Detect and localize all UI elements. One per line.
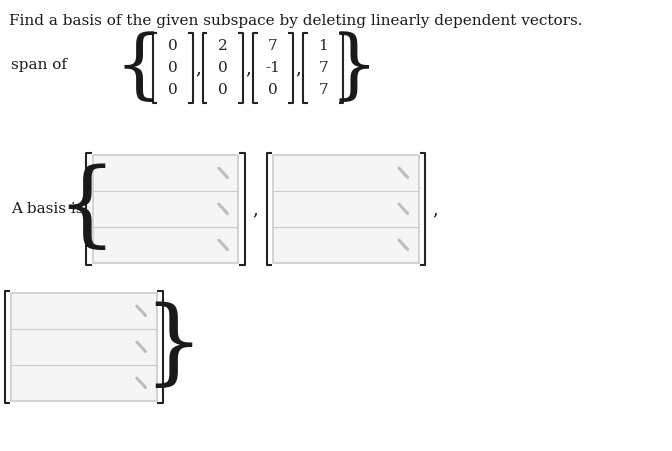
Text: }: }: [330, 31, 378, 105]
Text: span of: span of: [11, 58, 67, 72]
Bar: [11, 293, 157, 401]
Text: 0: 0: [168, 83, 178, 97]
Text: }: }: [143, 302, 203, 392]
Text: 0: 0: [268, 83, 278, 97]
Text: {: {: [114, 31, 163, 105]
Text: -1: -1: [265, 61, 280, 75]
Bar: [273, 155, 419, 263]
Text: 0: 0: [168, 61, 178, 75]
Text: ,: ,: [295, 59, 301, 77]
Text: 2: 2: [218, 39, 228, 53]
Bar: [93, 155, 239, 263]
Text: ,: ,: [432, 200, 438, 218]
Text: 0: 0: [218, 83, 228, 97]
Text: ,: ,: [252, 200, 257, 218]
Text: 7: 7: [319, 61, 328, 75]
Text: A basis is: A basis is: [11, 202, 83, 216]
Text: 0: 0: [168, 39, 178, 53]
Text: Find a basis of the given subspace by deleting linearly dependent vectors.: Find a basis of the given subspace by de…: [9, 14, 583, 28]
Text: {: {: [56, 164, 116, 254]
Text: ,: ,: [245, 59, 251, 77]
Text: 7: 7: [268, 39, 278, 53]
Text: ,: ,: [195, 59, 201, 77]
Text: 7: 7: [319, 83, 328, 97]
Text: 1: 1: [318, 39, 328, 53]
Text: 0: 0: [218, 61, 228, 75]
